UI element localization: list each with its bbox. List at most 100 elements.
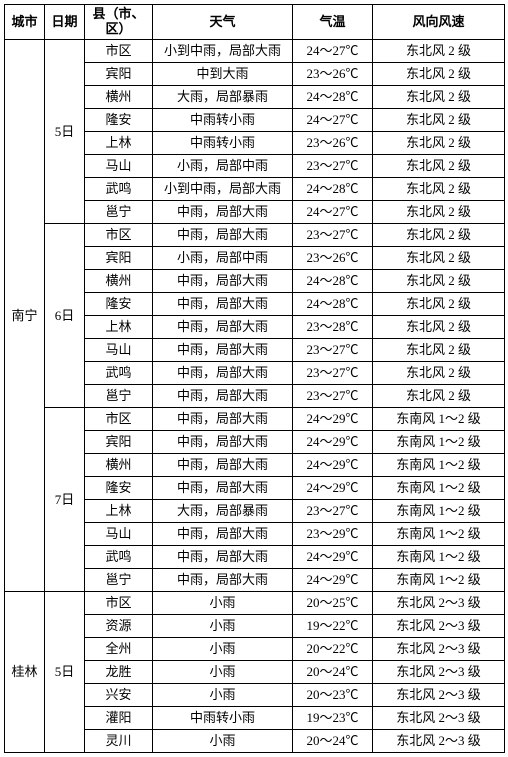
wind-cell: 东南风 1～2 级	[373, 522, 505, 545]
wind-cell: 东北风 2 级	[373, 269, 505, 292]
hdr-date: 日期	[45, 5, 85, 40]
weather-cell: 大雨，局部暴雨	[153, 85, 293, 108]
wind-cell: 东北风 2 级	[373, 361, 505, 384]
temp-cell: 23～27℃	[293, 499, 373, 522]
wind-cell: 东北风 2 级	[373, 108, 505, 131]
county-cell: 市区	[85, 223, 153, 246]
weather-cell: 小雨，局部中雨	[153, 154, 293, 177]
temp-cell: 24～28℃	[293, 85, 373, 108]
temp-cell: 24～27℃	[293, 200, 373, 223]
wind-cell: 东北风 2～3 级	[373, 706, 505, 729]
county-cell: 隆安	[85, 108, 153, 131]
wind-cell: 东南风 1～2 级	[373, 407, 505, 430]
weather-cell: 中雨，局部大雨	[153, 292, 293, 315]
weather-cell: 小到中雨，局部大雨	[153, 177, 293, 200]
wind-cell: 东北风 2～3 级	[373, 729, 505, 752]
county-cell: 市区	[85, 591, 153, 614]
county-cell: 市区	[85, 39, 153, 62]
header-row: 城市 日期 县（市、区） 天气 气温 风向风速	[5, 5, 505, 40]
weather-cell: 小雨	[153, 614, 293, 637]
table-row: 6日市区中雨，局部大雨23～27℃东北风 2 级	[5, 223, 505, 246]
temp-cell: 24～29℃	[293, 430, 373, 453]
wind-cell: 东北风 2 级	[373, 200, 505, 223]
weather-cell: 小雨	[153, 729, 293, 752]
county-cell: 武鸣	[85, 361, 153, 384]
date-cell: 7日	[45, 407, 85, 591]
date-cell: 5日	[45, 591, 85, 752]
wind-cell: 东南风 1～2 级	[373, 545, 505, 568]
weather-cell: 小雨，局部中雨	[153, 246, 293, 269]
weather-cell: 中雨，局部大雨	[153, 430, 293, 453]
weather-cell: 中雨，局部大雨	[153, 269, 293, 292]
county-cell: 兴安	[85, 683, 153, 706]
temp-cell: 23～27℃	[293, 384, 373, 407]
temp-cell: 19～22℃	[293, 614, 373, 637]
wind-cell: 东南风 1～2 级	[373, 430, 505, 453]
hdr-city: 城市	[5, 5, 45, 40]
temp-cell: 23～28℃	[293, 315, 373, 338]
wind-cell: 东北风 2～3 级	[373, 637, 505, 660]
county-cell: 马山	[85, 154, 153, 177]
county-cell: 灌阳	[85, 706, 153, 729]
county-cell: 邕宁	[85, 568, 153, 591]
county-cell: 上林	[85, 131, 153, 154]
wind-cell: 东北风 2 级	[373, 39, 505, 62]
wind-cell: 东北风 2 级	[373, 177, 505, 200]
temp-cell: 20～24℃	[293, 660, 373, 683]
county-cell: 龙胜	[85, 660, 153, 683]
temp-cell: 24～27℃	[293, 108, 373, 131]
county-cell: 横州	[85, 85, 153, 108]
temp-cell: 23～26℃	[293, 131, 373, 154]
hdr-weather: 天气	[153, 5, 293, 40]
weather-cell: 中雨，局部大雨	[153, 568, 293, 591]
temp-cell: 23～27℃	[293, 223, 373, 246]
temp-cell: 20～23℃	[293, 683, 373, 706]
county-cell: 灵川	[85, 729, 153, 752]
weather-cell: 小雨	[153, 683, 293, 706]
weather-cell: 小雨	[153, 660, 293, 683]
wind-cell: 东北风 2 级	[373, 223, 505, 246]
hdr-wind: 风向风速	[373, 5, 505, 40]
weather-cell: 中雨，局部大雨	[153, 545, 293, 568]
weather-cell: 小雨	[153, 637, 293, 660]
wind-cell: 东北风 2 级	[373, 85, 505, 108]
county-cell: 横州	[85, 453, 153, 476]
temp-cell: 24～28℃	[293, 269, 373, 292]
temp-cell: 23～29℃	[293, 522, 373, 545]
temp-cell: 24～29℃	[293, 476, 373, 499]
county-cell: 邕宁	[85, 384, 153, 407]
wind-cell: 东北风 2～3 级	[373, 614, 505, 637]
weather-cell: 中雨转小雨	[153, 706, 293, 729]
county-cell: 横州	[85, 269, 153, 292]
temp-cell: 23～26℃	[293, 62, 373, 85]
hdr-county: 县（市、区）	[85, 5, 153, 40]
temp-cell: 24～29℃	[293, 568, 373, 591]
wind-cell: 东北风 2 级	[373, 246, 505, 269]
wind-cell: 东北风 2 级	[373, 292, 505, 315]
hdr-temp: 气温	[293, 5, 373, 40]
weather-cell: 中雨，局部大雨	[153, 453, 293, 476]
weather-cell: 中雨，局部大雨	[153, 407, 293, 430]
weather-cell: 中雨，局部大雨	[153, 476, 293, 499]
wind-cell: 东北风 2～3 级	[373, 660, 505, 683]
county-cell: 隆安	[85, 292, 153, 315]
table-body: 南宁5日市区小到中雨，局部大雨24～27℃东北风 2 级宾阳中到大雨23～26℃…	[5, 39, 505, 752]
weather-cell: 中雨转小雨	[153, 108, 293, 131]
temp-cell: 24～29℃	[293, 453, 373, 476]
city-cell: 桂林	[5, 591, 45, 752]
temp-cell: 23～27℃	[293, 154, 373, 177]
weather-cell: 中雨转小雨	[153, 131, 293, 154]
county-cell: 上林	[85, 499, 153, 522]
county-cell: 宾阳	[85, 246, 153, 269]
county-cell: 全州	[85, 637, 153, 660]
county-cell: 武鸣	[85, 177, 153, 200]
temp-cell: 24～28℃	[293, 177, 373, 200]
weather-cell: 中到大雨	[153, 62, 293, 85]
temp-cell: 20～22℃	[293, 637, 373, 660]
temp-cell: 20～25℃	[293, 591, 373, 614]
weather-cell: 中雨，局部大雨	[153, 200, 293, 223]
wind-cell: 东北风 2 级	[373, 338, 505, 361]
weather-cell: 大雨，局部暴雨	[153, 499, 293, 522]
weather-cell: 中雨，局部大雨	[153, 223, 293, 246]
temp-cell: 24～28℃	[293, 292, 373, 315]
